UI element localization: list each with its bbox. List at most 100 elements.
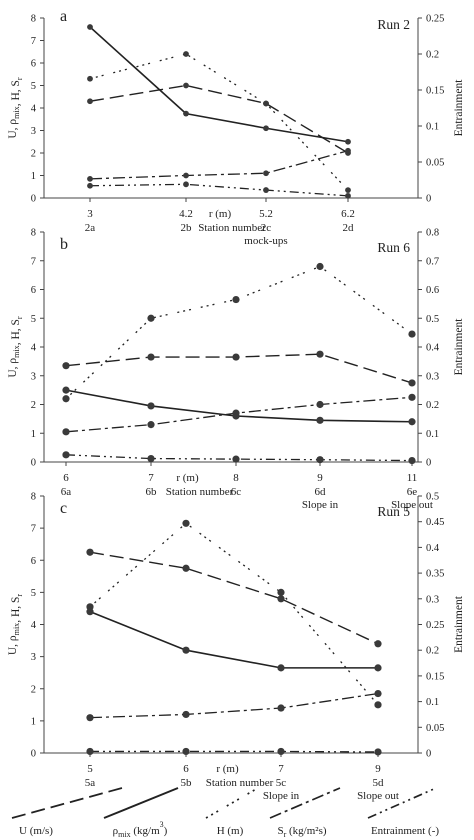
y-axis-title-right: Entrainment — [453, 595, 465, 653]
station-label: 6a — [61, 486, 72, 498]
data-point-rho — [345, 138, 351, 145]
data-point-U — [183, 82, 189, 89]
y-tick-label-left: 1 — [31, 429, 36, 440]
y-tick-label-right: 0.25 — [426, 14, 444, 25]
station-axis-title: Station number — [198, 222, 266, 234]
data-point-E — [147, 454, 155, 463]
data-point-H — [374, 701, 382, 709]
y-tick-label-left: 5 — [31, 314, 36, 325]
data-point-rho — [408, 418, 416, 426]
y-tick-label-right: 0.5 — [426, 314, 439, 325]
y-tick-label-left: 0 — [31, 458, 36, 469]
data-point-Sr — [183, 172, 189, 179]
legend-label-H: H (m) — [217, 825, 244, 837]
data-point-H — [86, 603, 94, 611]
data-point-E — [316, 456, 324, 464]
legend-swatch-H — [205, 787, 259, 819]
data-point-E — [86, 747, 94, 756]
station-axis-title: Station number — [166, 486, 234, 498]
series-line-E — [89, 183, 349, 197]
data-point-H — [147, 314, 155, 322]
station-axis-title: Station number — [206, 777, 274, 789]
series-rho — [87, 24, 351, 145]
data-point-rho — [316, 416, 324, 424]
y-tick-label-right: 0.1 — [426, 697, 439, 708]
data-point-Sr — [232, 409, 240, 417]
chart-panel-c: 0 1 2 3 4 5 6 7 8 0 0.05 0.1 0.15 0.2 0.25 0.3 0.35 0.4 0.… — [7, 492, 465, 803]
y-tick-label-right: 0 — [426, 194, 431, 205]
data-point-U — [182, 564, 190, 572]
data-point-U — [87, 98, 93, 105]
y-tick-label-left: 7 — [31, 256, 36, 267]
x-tick-label: 7 — [278, 763, 284, 775]
data-point-H — [408, 330, 416, 338]
data-point-U — [147, 353, 155, 361]
x-note-label: Slope out — [357, 790, 399, 802]
y-tick-label-left: 7 — [31, 524, 36, 535]
x-tick-label: 9 — [317, 472, 323, 484]
data-point-Sr — [408, 393, 416, 401]
legend-label-E: Entrainment (-) — [371, 825, 439, 837]
y-axis-title-right: Entrainment — [453, 79, 465, 137]
run-label: Run 5 — [377, 504, 410, 519]
y-tick-label-left: 2 — [31, 149, 36, 160]
y-tick-label-left: 0 — [31, 194, 36, 205]
data-point-Sr — [374, 689, 382, 698]
station-label: 6e — [407, 486, 418, 498]
series-Sr — [62, 393, 416, 436]
data-point-H — [232, 295, 240, 304]
series-U — [62, 350, 416, 387]
data-point-E — [345, 192, 351, 199]
y-tick-label-right: 0.1 — [426, 429, 439, 440]
y-axis-title-left: U, ρmix, H, Sr — [7, 77, 24, 139]
y-tick-label-left: 2 — [31, 684, 36, 695]
data-point-rho — [62, 386, 70, 394]
y-tick-label-left: 4 — [31, 620, 37, 631]
y-tick-label-right: 0.5 — [426, 492, 439, 503]
data-point-Sr — [263, 170, 269, 177]
y-tick-label-left: 6 — [31, 556, 36, 567]
data-point-U — [316, 350, 324, 358]
legend: U (m/s) ρmix (kg/m3) H (m) Sr (kg/m²s) Entra… — [11, 787, 439, 839]
data-point-E — [62, 451, 70, 459]
x-tick-label: 11 — [407, 472, 418, 484]
data-point-Sr — [86, 714, 94, 722]
x-tick-label: 8 — [233, 472, 239, 484]
series-Sr — [86, 689, 382, 722]
data-point-Sr — [62, 428, 70, 436]
y-tick-label-right: 0.15 — [426, 86, 444, 97]
x-tick-label: 5 — [87, 763, 93, 775]
station-label: 6b — [146, 486, 158, 498]
data-point-U — [408, 379, 416, 387]
y-tick-label-right: 0.4 — [426, 343, 440, 354]
station-label: 6d — [315, 486, 327, 498]
data-point-U — [374, 640, 382, 648]
y-tick-label-left: 8 — [31, 228, 36, 239]
station-label: 2d — [343, 222, 355, 234]
station-label: 5c — [276, 777, 287, 789]
chart-panel-a: 0 1 2 3 4 5 6 7 8 0 0.05 0.1 0.15 0.2 0.25 U, ρmix, H, … — [7, 8, 465, 247]
data-point-rho — [147, 402, 155, 410]
x-tick-label: 6 — [183, 763, 189, 775]
data-point-rho — [183, 110, 189, 117]
data-point-U — [62, 362, 70, 370]
station-label: 2c — [261, 222, 272, 234]
y-tick-label-left: 8 — [31, 492, 36, 503]
y-tick-label-left: 4 — [31, 343, 37, 354]
series-rho — [62, 386, 416, 426]
data-point-E — [232, 455, 240, 463]
y-axis-title-left: U, ρmix, H, Sr — [7, 316, 24, 378]
series-line-U — [89, 84, 349, 154]
y-tick-label-right: 0.15 — [426, 671, 444, 682]
data-point-rho — [263, 125, 269, 132]
data-point-H — [183, 51, 189, 57]
station-label: 5b — [181, 777, 193, 789]
series-Sr — [87, 147, 351, 182]
series-E — [87, 181, 351, 199]
x-tick-label: 5.2 — [259, 208, 273, 220]
legend-swatch-U — [11, 787, 123, 819]
x-tick-label: 3 — [87, 208, 93, 220]
x-note-label: Slope in — [302, 499, 339, 511]
x-tick-label: 6.2 — [341, 208, 355, 220]
series-line-H — [89, 53, 349, 191]
